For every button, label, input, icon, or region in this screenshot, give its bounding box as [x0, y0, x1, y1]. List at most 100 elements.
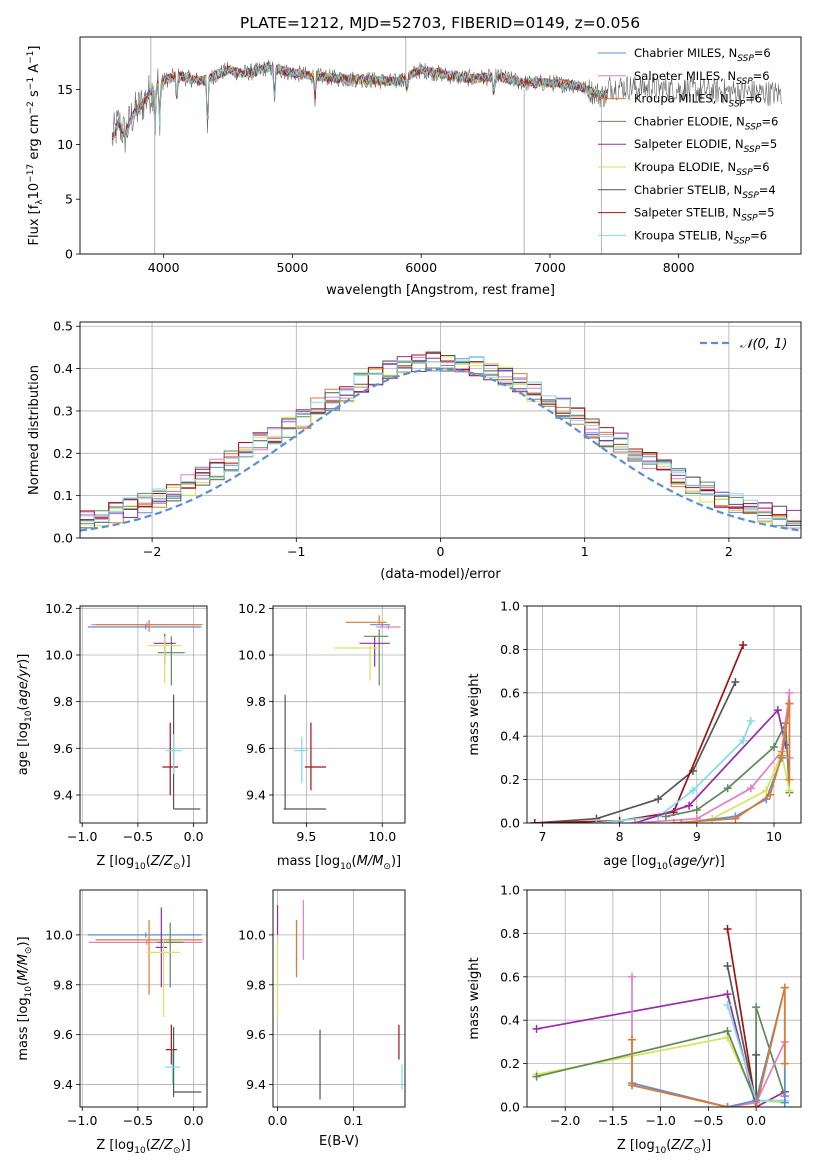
mass-weight-line	[681, 703, 791, 823]
ebv-panel: 0.0 0.1 9.4 9.6 9.8 10.0 E(B-V)	[238, 889, 406, 1149]
mass-weight-marker	[592, 819, 601, 823]
mass-weight-marker	[746, 717, 755, 726]
x-tick-label: 6000	[405, 260, 437, 275]
mass-weight-line	[726, 928, 757, 1107]
mass-weight-marker	[532, 1072, 541, 1081]
y-tick-label: 9.4	[53, 1077, 73, 1092]
mass-weight-marker	[785, 699, 794, 708]
y-tick-label: 10.0	[45, 648, 73, 663]
axes-frame	[79, 36, 802, 255]
y-tick-label: 0.2	[500, 1056, 520, 1071]
mass-weight-marker	[785, 688, 794, 697]
y-tick-label: 0	[65, 247, 73, 262]
mass-weight-marker	[769, 743, 778, 752]
x-tick-label: −0.5	[693, 1113, 723, 1128]
mass-weight-line	[534, 681, 737, 823]
axes-frame	[79, 889, 208, 1108]
gaussian-curve	[80, 367, 801, 532]
mass-weight-marker	[723, 990, 732, 999]
y-tick-label: 9.6	[246, 1027, 266, 1042]
mass-weight-marker	[669, 819, 678, 823]
x-tick-label: −2.0	[550, 1113, 580, 1128]
y-axis-label: Normed distribution	[27, 365, 42, 495]
y-tick-label: 1.0	[500, 883, 520, 898]
mass-weight-marker	[532, 1024, 541, 1033]
model-spectrum-line	[112, 63, 608, 139]
y-tick-label: 0.5	[53, 319, 73, 334]
y-tick-label: 9.8	[53, 694, 73, 709]
mass-weight-marker	[780, 1059, 789, 1068]
y-tick-label: 0.0	[53, 531, 73, 546]
x-axis-label: Z [log10(Z/Z⊙)]	[96, 1138, 190, 1156]
mass-weight-marker	[685, 801, 694, 810]
mass-weight-line	[635, 692, 791, 823]
mass-weight-marker	[752, 1050, 761, 1059]
error-bars	[276, 899, 403, 1100]
x-tick-label: −1.0	[67, 1113, 97, 1128]
model-spectrum-line	[111, 63, 608, 139]
spectrum-lines	[111, 37, 782, 254]
x-tick-label: 0.0	[268, 1113, 288, 1128]
mass-weight-marker	[661, 812, 670, 821]
axes-frame	[79, 321, 802, 539]
y-tick-label: 0.0	[500, 1100, 520, 1115]
mass_vs_Z-panel: −1.0 −0.5 0.0 9.4 9.6 9.8 10.0 Z [log10(Z/Z⊙)] m…	[16, 889, 208, 1156]
axes-frame	[272, 889, 406, 1108]
x-tick-label: −0.5	[123, 829, 153, 844]
x-tick-label: 2	[725, 544, 733, 559]
axes-frame	[79, 605, 208, 824]
y-tick-label: 9.6	[53, 741, 73, 756]
mass-weight-marker	[723, 961, 732, 970]
mass-weight-marker	[731, 814, 740, 823]
y-tick-label: 10.0	[45, 927, 73, 942]
y-tick-label: 9.4	[246, 788, 266, 803]
x-tick-label: 4000	[148, 260, 180, 275]
mass-weight-marker	[628, 1035, 637, 1044]
mass-weight-marker	[628, 1081, 637, 1090]
gaussian-legend-label: 𝒩(0, 1)	[740, 337, 787, 352]
spectrum-panel: 4000 5000 6000 7000 8000 0 5 10 15 Chabrier MILES…	[26, 36, 802, 298]
residuals-panel: −2 −1 0 1 2 0.0 0.1 0.2 0.3 0.4 0.5 𝒩(0, 1) (data-mo…	[27, 319, 802, 582]
mass-weight-line	[631, 987, 786, 1107]
axes-frame	[526, 889, 802, 1108]
mass-weight-line	[634, 708, 787, 823]
legend-label: Kroupa STELIB, NSSP=6	[634, 228, 767, 246]
mass-weight-lines	[530, 641, 794, 823]
y-tick-label: 10.2	[238, 601, 266, 616]
x-axis-label: mass [log10(M/M⊙)]	[277, 854, 401, 872]
mass-weight-line	[726, 965, 757, 1107]
y-tick-label: 15	[57, 82, 73, 97]
mass-weight-line	[673, 703, 791, 823]
legend-label: Salpeter ELODIE, NSSP=5	[634, 137, 777, 155]
figure-title: PLATE=1212, MJD=52703, FIBERID=0149, z=0…	[240, 14, 640, 32]
mass-weight-marker	[780, 1098, 789, 1107]
legend-label: Kroupa ELODIE, NSSP=6	[634, 160, 770, 178]
x-axis-label: Z [log10(Z/Z⊙)]	[617, 1138, 711, 1156]
y-tick-label: 0.0	[500, 816, 520, 831]
model-spectrum-line	[111, 62, 608, 140]
mass-weight-marker	[785, 775, 794, 784]
x-tick-label: 0.0	[184, 1113, 204, 1128]
x-tick-label: 10.0	[368, 829, 396, 844]
x-tick-label: −1.5	[598, 1113, 628, 1128]
mass-weight-marker	[530, 819, 539, 823]
y-tick-label: 9.8	[246, 977, 266, 992]
y-tick-label: 10	[57, 137, 73, 152]
y-tick-label: 0.3	[53, 403, 73, 418]
y-tick-label: 0.2	[500, 772, 520, 787]
mass-weight-marker	[654, 795, 663, 804]
mass-weight-line	[665, 719, 791, 818]
y-tick-label: 9.4	[246, 1077, 266, 1092]
legend-label: Chabrier ELODIE, NSSP=6	[634, 114, 778, 132]
mass-weight-marker	[731, 677, 740, 686]
y-tick-label: 10.0	[238, 648, 266, 663]
y-tick-label: 9.6	[246, 741, 266, 756]
x-axis-label: wavelength [Angstrom, rest frame]	[326, 283, 555, 298]
x-tick-label: 7	[538, 829, 546, 844]
y-tick-label: 9.6	[53, 1027, 73, 1042]
y-tick-label: 0.1	[53, 488, 73, 503]
mass-weight-marker	[777, 751, 786, 760]
mass-weight-line	[534, 644, 744, 823]
mass-weight-marker	[773, 706, 782, 715]
mass-weight-marker	[752, 1103, 761, 1107]
